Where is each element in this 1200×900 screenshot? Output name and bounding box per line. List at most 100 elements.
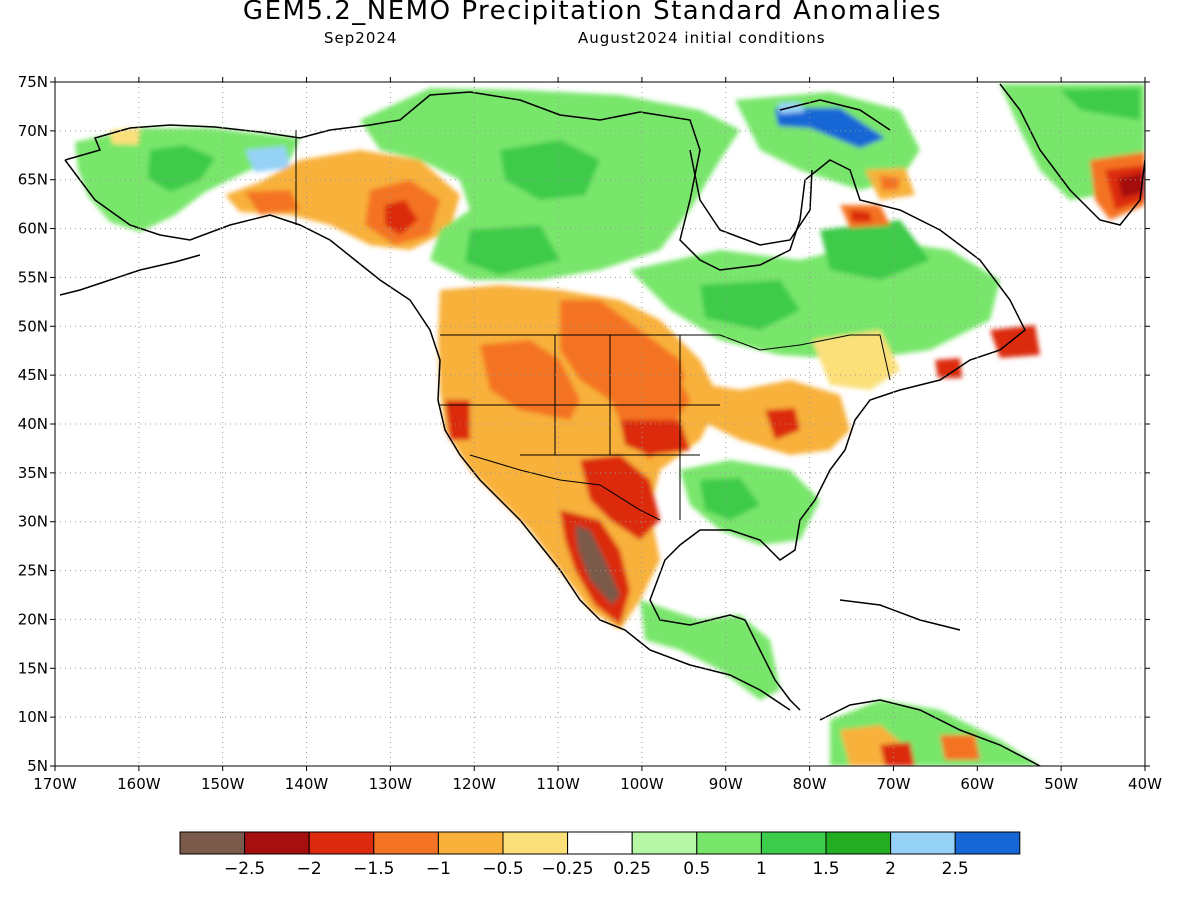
colorbar-label: 0.25 — [613, 859, 651, 879]
colorbar-label: −0.25 — [542, 859, 594, 879]
anomaly-greenland-driest — [1118, 172, 1145, 198]
lon-tick-label: 60W — [960, 775, 994, 793]
anomaly-venezuela-dry — [940, 735, 980, 760]
lat-tick-label: 10N — [18, 708, 48, 726]
anomaly-alaska-south-dry — [245, 190, 300, 215]
anomaly-california-drier — [445, 400, 470, 440]
lat-tick-label: 75N — [18, 73, 48, 91]
coastline-north-america — [64, 91, 1026, 711]
political-borders — [295, 130, 891, 521]
coastline-pacific — [64, 159, 791, 711]
anomaly-colombia-drier — [880, 742, 915, 766]
colorbar-label: −2.5 — [224, 859, 265, 879]
lon-tick-label: 130W — [369, 775, 413, 793]
forecast-month: Sep2024 — [324, 29, 398, 47]
lon-tick-label: 80W — [793, 775, 827, 793]
colorbar-swatch — [502, 831, 569, 855]
lon-tick-label: 70W — [877, 775, 911, 793]
lon-tick-label: 100W — [620, 775, 664, 793]
coastline-south-america — [819, 699, 1041, 766]
colorbar-swatch — [308, 831, 375, 855]
coastline-baffin — [779, 99, 891, 131]
anomaly-labrador-driest — [850, 210, 872, 222]
anomaly-nova-scotia-dry — [935, 358, 962, 378]
lat-tick-label: 60N — [18, 220, 48, 238]
colorbar-label: 2 — [885, 859, 896, 879]
lon-tick-label: 110W — [536, 775, 580, 793]
map-title: GEM5.2_NEMO Precipitation Standard Anoma… — [242, 0, 943, 26]
anomaly-mexico-driest — [575, 525, 620, 605]
lon-tick-label: 120W — [452, 775, 496, 793]
lat-tick-label: 55N — [18, 268, 48, 286]
colorbar-label: 2.5 — [942, 859, 969, 879]
colorbar-swatch — [890, 831, 956, 855]
colorbar-swatch — [825, 831, 892, 855]
anomaly-yukon-driest — [385, 200, 418, 235]
lon-tick-label: 140W — [285, 775, 329, 793]
anomaly-ohio-drier — [765, 408, 800, 440]
anomaly-baffin-drier — [880, 175, 900, 190]
colorbar-swatch — [760, 831, 827, 855]
anomaly-greenland-wet-core — [1060, 88, 1140, 120]
lat-tick-label: 35N — [18, 464, 48, 482]
lat-tick-label: 20N — [18, 610, 48, 628]
coastline-aleutians — [59, 254, 201, 296]
longitude-axis: 170W 160W 150W 140W 130W 120W 110W 100W 90W 80W 70… — [33, 775, 1162, 793]
anomaly-central-america-wet — [640, 600, 780, 700]
coastlines — [59, 83, 1145, 766]
colorbar-label: 1.5 — [812, 859, 839, 879]
lat-tick-label: 5N — [27, 757, 48, 775]
coastline-hudson-bay — [689, 149, 813, 246]
coastline-caribbean — [839, 599, 961, 631]
colorbar-swatch — [696, 831, 762, 855]
colorbar-labels: −2.5 −2 −1.5 −1 −0.5 −0.25 0.25 0.5 1 1.5 2 2.5 — [224, 859, 969, 879]
lat-tick-label: 25N — [18, 562, 48, 580]
lon-tick-label: 50W — [1044, 775, 1078, 793]
colorbar-swatch — [954, 831, 1021, 855]
anomaly-southeast-wet-core — [700, 478, 760, 520]
colorbar-swatch — [631, 831, 698, 855]
latitude-axis: 75N 70N 65N 60N 55N 50N 45N 40N 35N 30N 25N 20N 15N 1… — [18, 73, 48, 775]
initial-conditions: August2024 initial conditions — [578, 29, 826, 47]
border-us-mexico — [469, 454, 661, 521]
colorbar-swatch — [244, 831, 310, 855]
colorbar-swatch — [567, 831, 633, 855]
colorbar-label: −1.5 — [353, 859, 394, 879]
colorbar-swatch — [437, 831, 504, 855]
lon-tick-label: 40W — [1128, 775, 1162, 793]
anomaly-shading — [75, 84, 1145, 766]
anomaly-newfoundland-dry — [990, 325, 1040, 358]
lon-tick-label: 170W — [33, 775, 77, 793]
anomaly-baffin-very-wet — [775, 108, 885, 148]
anomaly-alaska-wet-core — [148, 145, 215, 192]
border-us-canada — [440, 334, 891, 381]
lat-tick-label: 50N — [18, 317, 48, 335]
colorbar-swatch — [373, 831, 439, 855]
colorbar-label: 0.5 — [683, 859, 710, 879]
lon-tick-label: 90W — [709, 775, 743, 793]
lat-tick-label: 30N — [18, 513, 48, 531]
lat-tick-label: 15N — [18, 659, 48, 677]
anomaly-arctic-wet-core — [500, 140, 600, 200]
anomaly-northeast-dry — [812, 330, 900, 390]
lon-tick-label: 160W — [117, 775, 161, 793]
lat-tick-label: 65N — [18, 171, 48, 189]
colorbar-label: −1 — [426, 859, 451, 879]
colorbar-label: 1 — [756, 859, 767, 879]
lat-tick-label: 70N — [18, 122, 48, 140]
lat-tick-label: 45N — [18, 366, 48, 384]
axis-ticks — [50, 77, 1150, 771]
graticule — [55, 82, 1145, 766]
lat-tick-label: 40N — [18, 415, 48, 433]
anomaly-canada-wet-core — [465, 225, 560, 275]
coastline-greenland — [999, 83, 1145, 226]
colorbar-label: −0.5 — [482, 859, 523, 879]
colorbar — [179, 831, 1021, 855]
lon-tick-label: 150W — [201, 775, 245, 793]
anomaly-kansas-drier — [620, 420, 690, 455]
colorbar-swatch — [179, 831, 246, 855]
anomaly-alaska-high — [245, 146, 290, 172]
anomaly-ontario-wet-core — [700, 280, 800, 330]
anomaly-quebec-wet-core — [820, 220, 930, 280]
